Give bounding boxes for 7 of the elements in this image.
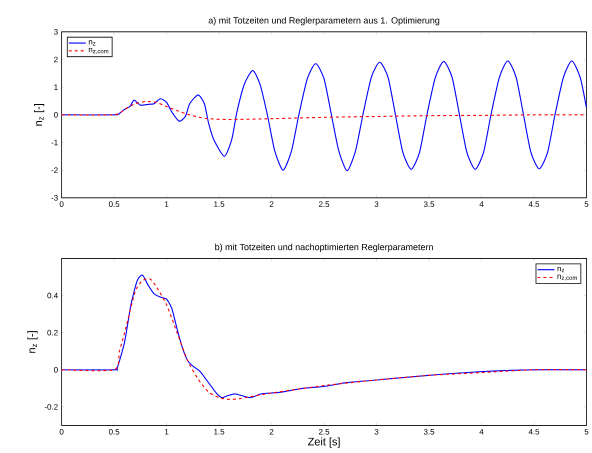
chart-title: b) mit Totzeiten und nachoptimierten Reglerparametern: [215, 243, 433, 252]
line-series: [62, 100, 586, 120]
x-axis-title: Zeit [s]: [308, 437, 340, 448]
y-axis-title: n$_{z}$ [-]: [34, 104, 44, 126]
chart-title: a) mit Totzeiten und Reglerparametern aus 1. Optimierung: [208, 16, 440, 26]
line-series: [62, 60, 586, 172]
y-axis-title: n$_{z}$ [-]: [27, 331, 38, 353]
